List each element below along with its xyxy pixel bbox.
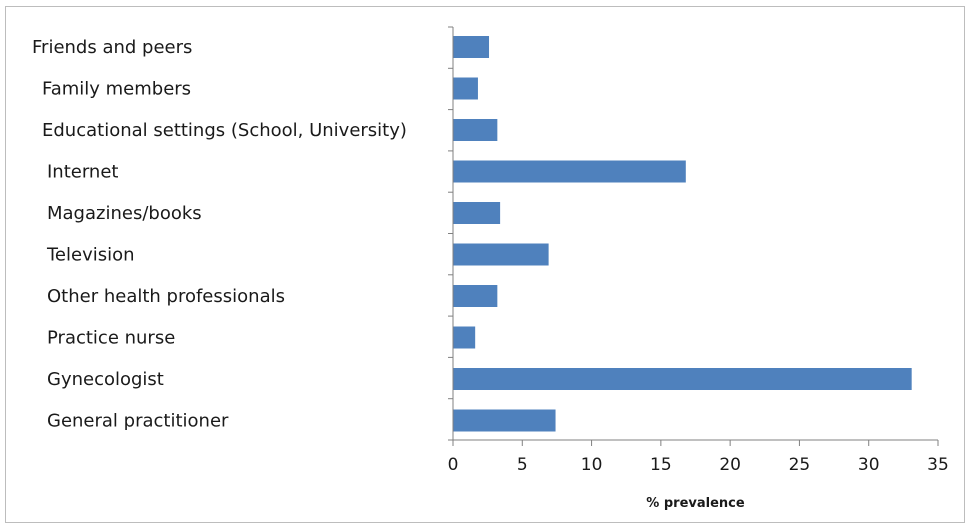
category-label: Other health professionals: [47, 286, 285, 307]
x-tick-label: 10: [581, 455, 603, 475]
category-label: General practitioner: [47, 411, 229, 432]
bar: [453, 36, 490, 58]
x-axis-title: % prevalence: [646, 496, 745, 511]
bars: [453, 36, 912, 432]
category-label: Friends and peers: [32, 37, 192, 58]
x-tick-label: 25: [789, 455, 811, 475]
bar: [453, 326, 476, 349]
x-tick-label: 5: [517, 455, 528, 475]
bar: [453, 202, 501, 224]
category-label: Television: [46, 245, 135, 266]
bar: [453, 160, 686, 183]
category-label: Internet: [47, 162, 118, 183]
x-tick-label: 0: [448, 455, 459, 475]
bar: [453, 368, 912, 390]
x-tick-label: 35: [927, 455, 949, 475]
category-label: Family members: [42, 79, 191, 100]
x-tick-label: 15: [650, 455, 672, 475]
category-labels: Friends and peers Family members Education…: [32, 37, 407, 432]
category-label: Educational settings (School, University…: [42, 120, 407, 141]
bar: [453, 243, 549, 266]
x-tick-label: 30: [858, 455, 880, 475]
bar: [453, 119, 498, 141]
category-label: Gynecologist: [47, 369, 164, 390]
category-label: Magazines/books: [47, 203, 202, 224]
bar: [453, 77, 478, 100]
x-tick-label: 20: [719, 455, 741, 475]
bar: [453, 285, 498, 307]
bar: [453, 409, 556, 432]
y-axis-ticks: [448, 26, 453, 441]
x-axis-ticks: 0 5 10 15 20 25 30 35: [448, 440, 949, 475]
category-label: Practice nurse: [47, 328, 175, 349]
